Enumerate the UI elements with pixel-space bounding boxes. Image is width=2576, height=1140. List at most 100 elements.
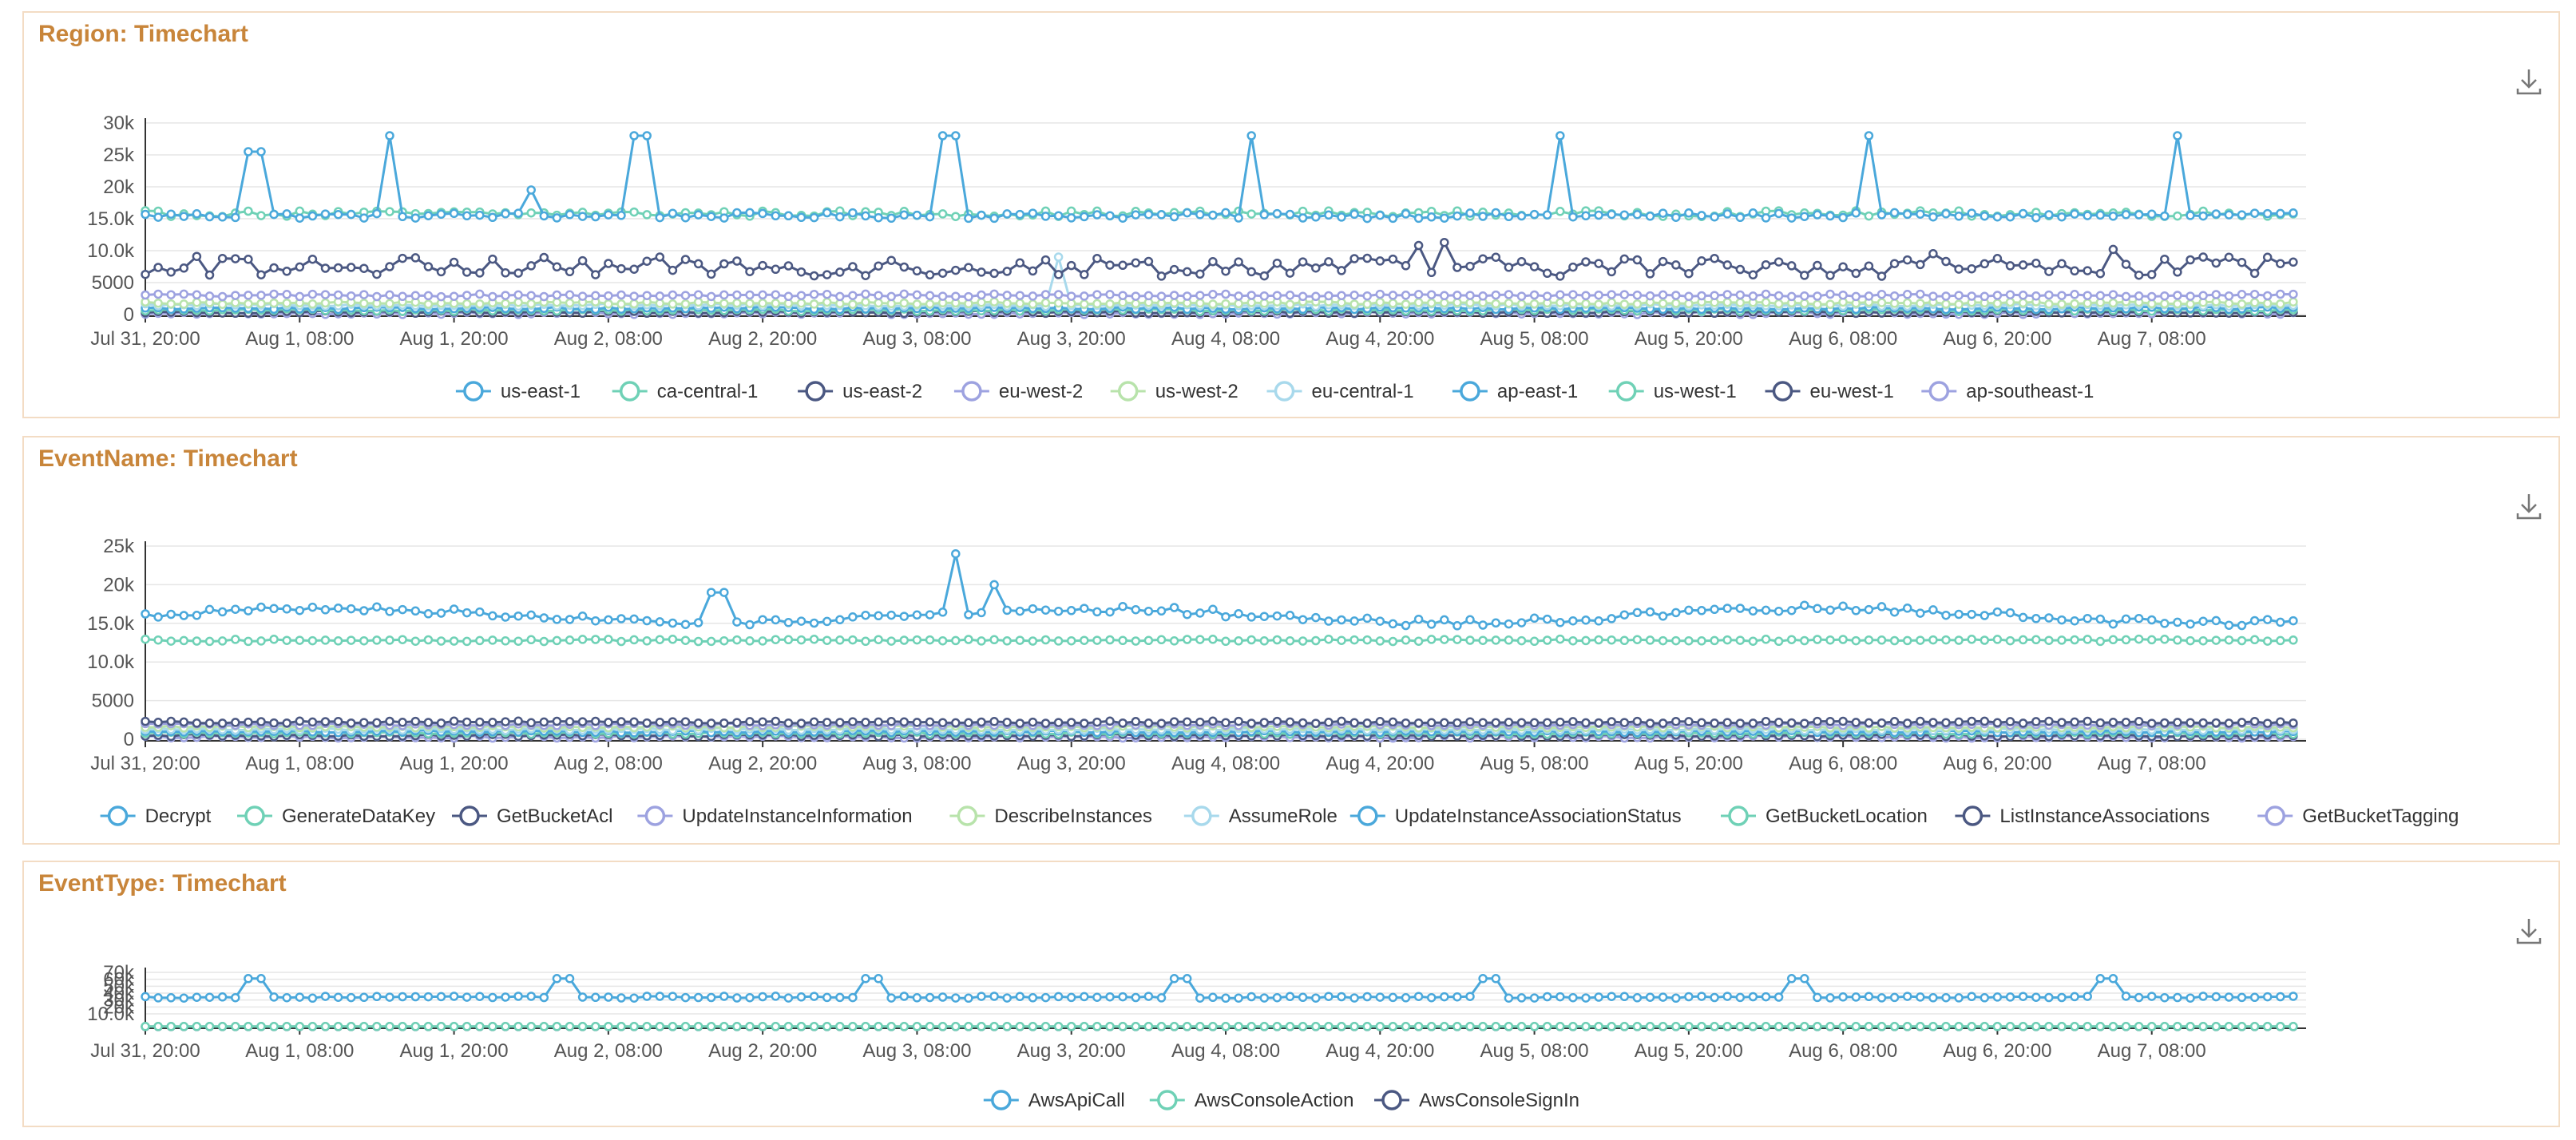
data-point[interactable] xyxy=(372,1022,382,1031)
data-point[interactable] xyxy=(1337,212,1346,222)
data-point[interactable] xyxy=(359,635,369,646)
data-point[interactable] xyxy=(1118,718,1127,728)
data-point[interactable] xyxy=(2160,299,2170,309)
data-point[interactable] xyxy=(346,604,356,614)
legend-item-us-east-1[interactable]: us-east-1 xyxy=(455,381,581,402)
data-point[interactable] xyxy=(680,992,691,1003)
data-point[interactable] xyxy=(1182,1022,1192,1031)
legend-item-us-west-2[interactable]: us-west-2 xyxy=(1110,381,1238,402)
data-point[interactable] xyxy=(2211,290,2221,299)
data-point[interactable] xyxy=(1426,290,1437,299)
data-point[interactable] xyxy=(1941,291,1951,301)
data-point[interactable] xyxy=(2095,1022,2106,1031)
data-point[interactable] xyxy=(1556,290,1565,299)
data-point[interactable] xyxy=(1337,635,1346,645)
data-point[interactable] xyxy=(1967,635,1976,644)
data-point[interactable] xyxy=(874,291,883,300)
data-point[interactable] xyxy=(1916,992,1925,1002)
data-point[interactable] xyxy=(591,291,600,301)
data-point[interactable] xyxy=(2276,635,2285,646)
data-point[interactable] xyxy=(204,291,215,301)
data-point[interactable] xyxy=(565,210,575,220)
data-point[interactable] xyxy=(1529,718,1540,728)
data-point[interactable] xyxy=(1169,974,1179,984)
data-point[interactable] xyxy=(166,290,176,299)
data-point[interactable] xyxy=(1967,609,1976,619)
data-point[interactable] xyxy=(1889,717,1900,726)
data-point[interactable] xyxy=(732,1022,742,1031)
data-point[interactable] xyxy=(964,635,973,644)
data-point[interactable] xyxy=(1440,635,1449,644)
data-point[interactable] xyxy=(423,992,434,1002)
data-point[interactable] xyxy=(1080,270,1089,279)
data-point[interactable] xyxy=(771,635,781,644)
data-point[interactable] xyxy=(526,992,536,1001)
data-point[interactable] xyxy=(565,267,575,277)
data-point[interactable] xyxy=(2262,992,2273,1002)
data-point[interactable] xyxy=(642,992,652,1001)
data-point[interactable] xyxy=(2198,252,2208,262)
data-point[interactable] xyxy=(1440,291,1449,301)
data-point[interactable] xyxy=(475,1022,485,1031)
data-point[interactable] xyxy=(1825,716,1835,726)
data-point[interactable] xyxy=(1710,253,1719,263)
data-point[interactable] xyxy=(1980,993,1990,1003)
data-point[interactable] xyxy=(2186,211,2195,220)
data-point[interactable] xyxy=(1568,262,1578,272)
data-point[interactable] xyxy=(1529,1022,1540,1031)
data-point[interactable] xyxy=(1928,1022,1938,1031)
data-point[interactable] xyxy=(591,1022,600,1031)
data-point[interactable] xyxy=(1864,131,1874,141)
data-point[interactable] xyxy=(745,1022,755,1031)
data-point[interactable] xyxy=(861,636,870,647)
data-point[interactable] xyxy=(1092,1022,1102,1031)
data-point[interactable] xyxy=(1980,259,1990,269)
data-point[interactable] xyxy=(1234,213,1243,223)
data-point[interactable] xyxy=(951,993,961,1003)
data-point[interactable] xyxy=(1786,605,1797,616)
data-point[interactable] xyxy=(1491,635,1501,645)
data-point[interactable] xyxy=(141,634,150,644)
data-point[interactable] xyxy=(1234,1022,1243,1031)
data-point[interactable] xyxy=(937,209,948,219)
data-point[interactable] xyxy=(604,291,613,301)
data-point[interactable] xyxy=(2237,299,2247,309)
data-point[interactable] xyxy=(1773,636,1784,647)
data-point[interactable] xyxy=(513,716,523,726)
data-point[interactable] xyxy=(1298,636,1308,646)
data-point[interactable] xyxy=(809,635,819,644)
data-point[interactable] xyxy=(333,636,343,646)
data-point[interactable] xyxy=(1246,1022,1256,1031)
data-point[interactable] xyxy=(385,207,394,216)
data-point[interactable] xyxy=(796,1022,806,1031)
data-point[interactable] xyxy=(1516,718,1527,727)
data-point[interactable] xyxy=(372,635,382,645)
data-point[interactable] xyxy=(1671,299,1681,308)
data-point[interactable] xyxy=(1491,252,1501,262)
data-point[interactable] xyxy=(1028,1022,1038,1031)
data-point[interactable] xyxy=(204,212,215,222)
data-point[interactable] xyxy=(2249,208,2260,218)
data-point[interactable] xyxy=(1941,992,1951,1003)
data-point[interactable] xyxy=(1324,210,1334,220)
data-point[interactable] xyxy=(1362,253,1372,263)
data-point[interactable] xyxy=(1362,213,1372,224)
data-point[interactable] xyxy=(577,717,588,726)
data-point[interactable] xyxy=(2018,291,2028,300)
data-point[interactable] xyxy=(616,211,626,220)
data-point[interactable] xyxy=(1349,993,1359,1003)
data-point[interactable] xyxy=(192,1022,202,1031)
data-point[interactable] xyxy=(1440,615,1449,625)
data-point[interactable] xyxy=(1773,718,1784,727)
data-point[interactable] xyxy=(2005,1022,2015,1031)
data-point[interactable] xyxy=(449,257,459,267)
data-point[interactable] xyxy=(1992,635,2003,644)
data-point[interactable] xyxy=(2276,299,2285,309)
data-point[interactable] xyxy=(1697,1022,1706,1031)
data-point[interactable] xyxy=(1478,620,1488,630)
data-point[interactable] xyxy=(436,267,446,277)
data-point[interactable] xyxy=(1169,603,1179,612)
data-point[interactable] xyxy=(1619,635,1630,646)
legend-item-UpdateInstanceAssociationStatus[interactable]: UpdateInstanceAssociationStatus xyxy=(1349,806,1682,827)
data-point[interactable] xyxy=(1440,1022,1449,1031)
